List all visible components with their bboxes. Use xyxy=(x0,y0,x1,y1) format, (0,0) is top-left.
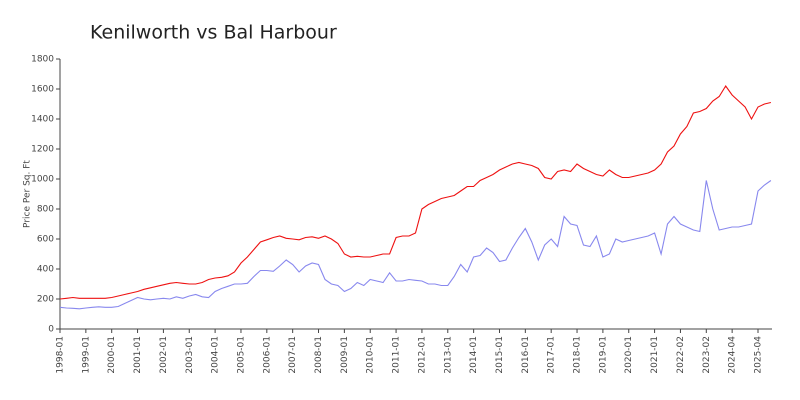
x-tick-label: 2025-04 xyxy=(754,336,764,374)
x-tick-label: 2018-01 xyxy=(573,336,583,374)
x-tick-label: 2001-01 xyxy=(133,336,143,374)
x-tick-label: 2010-01 xyxy=(366,336,376,374)
x-tick-label: 2021-01 xyxy=(650,336,660,374)
y-tick-label: 1400 xyxy=(31,115,54,125)
x-tick-label: 2015-01 xyxy=(495,336,505,374)
y-tick-label: 200 xyxy=(37,295,54,305)
x-tick-label: 2011-01 xyxy=(392,336,402,374)
x-tick-label: 2006-01 xyxy=(262,336,272,374)
y-tick-label: 400 xyxy=(37,265,54,275)
x-tick-label: 2003-01 xyxy=(185,336,195,374)
x-tick-label: 2019-01 xyxy=(598,336,608,374)
x-tick-label: 1999-01 xyxy=(81,336,91,374)
x-tick-label: 2005-01 xyxy=(236,336,246,374)
x-tick-label: 2016-01 xyxy=(521,336,531,374)
y-axis-label: Price Per Sq. Ft xyxy=(23,160,33,228)
x-tick-label: 2007-01 xyxy=(288,336,298,374)
x-tick-label: 2008-01 xyxy=(314,336,324,374)
x-tick-label: 2023-02 xyxy=(702,336,712,374)
x-tick-label: 2013-01 xyxy=(443,336,453,374)
series-line xyxy=(59,85,772,300)
x-tick-label: 2020-01 xyxy=(624,336,634,374)
y-tick-label: 1200 xyxy=(31,145,54,155)
series-line xyxy=(59,180,772,310)
x-tick-label: 1998-01 xyxy=(56,336,66,374)
x-tick-label: 2014-01 xyxy=(469,336,479,374)
x-tick-label: 2004-01 xyxy=(211,336,221,374)
y-tick-label: 1600 xyxy=(31,85,54,95)
y-tick-label: 800 xyxy=(37,205,54,215)
x-tick-label: 2017-01 xyxy=(547,336,557,374)
y-tick-label: 1000 xyxy=(31,175,54,185)
y-tick-label: 0 xyxy=(48,325,54,335)
y-tick-label: 600 xyxy=(37,235,54,245)
x-tick-label: 2000-01 xyxy=(107,336,117,374)
x-tick-label: 2002-01 xyxy=(159,336,169,374)
x-tick-label: 2022-02 xyxy=(676,336,686,374)
x-tick-label: 2012-01 xyxy=(417,336,427,374)
x-tick-label: 2009-01 xyxy=(340,336,350,374)
chart-title: Kenilworth vs Bal Harbour xyxy=(90,22,337,44)
y-tick-label: 1800 xyxy=(31,55,54,65)
x-tick-label: 2024-04 xyxy=(728,336,738,374)
